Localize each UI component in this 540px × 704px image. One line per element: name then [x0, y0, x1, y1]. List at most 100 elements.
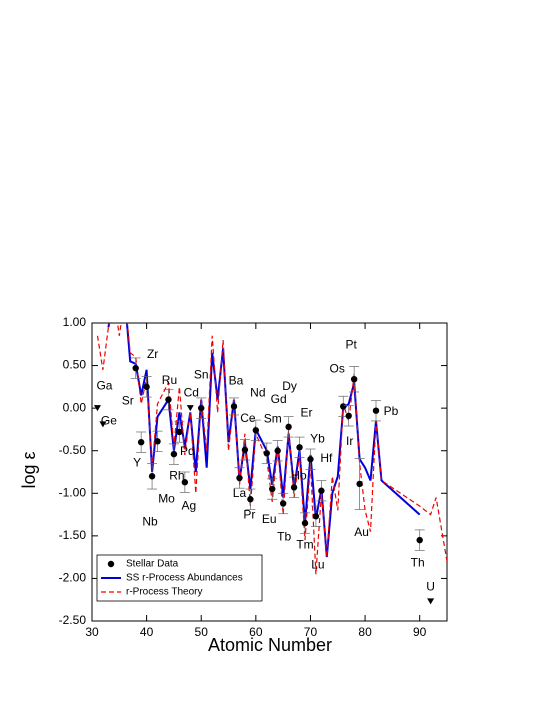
data-point — [350, 375, 358, 383]
x-tick-label: 30 — [85, 625, 99, 639]
x-tick-label: 50 — [195, 625, 209, 639]
plot-frame — [91, 322, 448, 622]
element-label: Gd — [271, 392, 287, 406]
legend-label: r-Process Theory — [126, 587, 203, 598]
data-point — [274, 447, 281, 454]
element-label: Ho — [291, 468, 307, 482]
data-point — [170, 450, 178, 458]
y-tick-label: -1.00 — [59, 485, 87, 499]
element-label: Nb — [142, 514, 158, 528]
data-point — [285, 423, 292, 431]
data-point — [230, 403, 238, 410]
data-point — [296, 444, 303, 451]
data-point — [263, 450, 270, 457]
data-point — [269, 485, 276, 493]
element-label: Y — [133, 455, 141, 469]
legend-box — [96, 554, 263, 602]
data-point — [137, 439, 145, 446]
element-label: Pr — [243, 507, 255, 521]
element-label: Dy — [282, 379, 297, 393]
upper-limit-marker — [427, 598, 435, 605]
element-label: Cd — [184, 385, 199, 399]
element-label: Sm — [264, 411, 282, 425]
data-point — [176, 428, 183, 436]
y-tick-label: -0.50 — [59, 443, 87, 457]
element-label: Ba — [229, 374, 244, 388]
data-point — [165, 396, 172, 403]
element-label: Ag — [182, 498, 197, 512]
legend-swatch — [107, 560, 115, 568]
x-tick-label: 80 — [358, 625, 372, 639]
upper-limit-marker — [99, 421, 107, 428]
data-point — [236, 474, 243, 482]
upper-limit-marker — [93, 405, 101, 412]
y-tick-label: 1.00 — [63, 315, 87, 329]
element-label: Pb — [384, 404, 399, 418]
legend-label: SS r-Process Abundances — [126, 573, 243, 584]
data-point — [290, 484, 298, 491]
element-label: Sr — [122, 393, 134, 407]
x-tick-label: 40 — [140, 625, 154, 639]
legend-label: Stellar Data — [126, 559, 179, 570]
data-point — [148, 473, 156, 480]
element-label: Zr — [147, 347, 158, 361]
y-tick-label: -2.50 — [59, 613, 87, 627]
data-point — [312, 513, 320, 520]
y-tick-label: 0.00 — [63, 400, 87, 414]
element-label: Sn — [194, 367, 209, 381]
element-label: La — [233, 486, 247, 500]
data-point — [252, 427, 260, 434]
element-label: Th — [411, 555, 425, 569]
element-label: Lu — [311, 557, 324, 571]
data-point — [143, 383, 150, 391]
x-axis-title: Atomic Number — [208, 635, 332, 655]
x-tick-label: 60 — [249, 625, 263, 639]
element-label: Yb — [310, 431, 325, 445]
element-label: Tb — [277, 530, 291, 544]
element-label: U — [426, 580, 435, 594]
data-point — [154, 438, 161, 445]
element-label: Au — [354, 525, 369, 539]
data-point — [416, 536, 423, 544]
plot-area — [96, 323, 447, 575]
element-label: Ru — [162, 373, 177, 387]
data-point — [301, 519, 309, 527]
element-label: Ga — [96, 378, 112, 392]
legend: Stellar Data SS r-Process Abundances r-Pro… — [96, 554, 263, 602]
data-point — [340, 403, 347, 410]
data-point — [181, 479, 189, 486]
x-tick-label: 70 — [304, 625, 318, 639]
data-point — [307, 456, 314, 463]
element-label: Ge — [101, 413, 117, 427]
data-point — [345, 412, 352, 420]
data-point — [241, 446, 249, 454]
element-label: Ir — [346, 434, 353, 448]
upper-limit-marker — [186, 405, 194, 412]
element-label: Nd — [250, 385, 265, 399]
data-point — [318, 487, 325, 494]
element-label: Mo — [158, 492, 175, 506]
element-label: Hf — [320, 451, 333, 465]
y-tick-label: 0.50 — [63, 358, 87, 372]
data-point — [372, 407, 380, 414]
element-label: Os — [330, 362, 345, 376]
series-line — [96, 323, 447, 575]
element-label: Rh — [169, 468, 184, 482]
y-axis-title: log ε — [19, 451, 39, 488]
element-label: Er — [301, 405, 313, 419]
y-tick-label: -2.00 — [59, 571, 87, 585]
data-point — [132, 364, 139, 372]
data-point — [247, 496, 254, 503]
x-tick-label: 90 — [413, 625, 427, 639]
data-point — [356, 480, 363, 488]
data-point — [198, 404, 205, 412]
element-label: Eu — [262, 512, 277, 526]
element-label: Pd — [180, 444, 195, 458]
element-label: Pt — [345, 337, 357, 351]
element-label: Ce — [240, 411, 256, 425]
data-point — [279, 500, 287, 507]
y-tick-label: -1.50 — [59, 528, 87, 542]
element-label: Tm — [296, 537, 313, 551]
